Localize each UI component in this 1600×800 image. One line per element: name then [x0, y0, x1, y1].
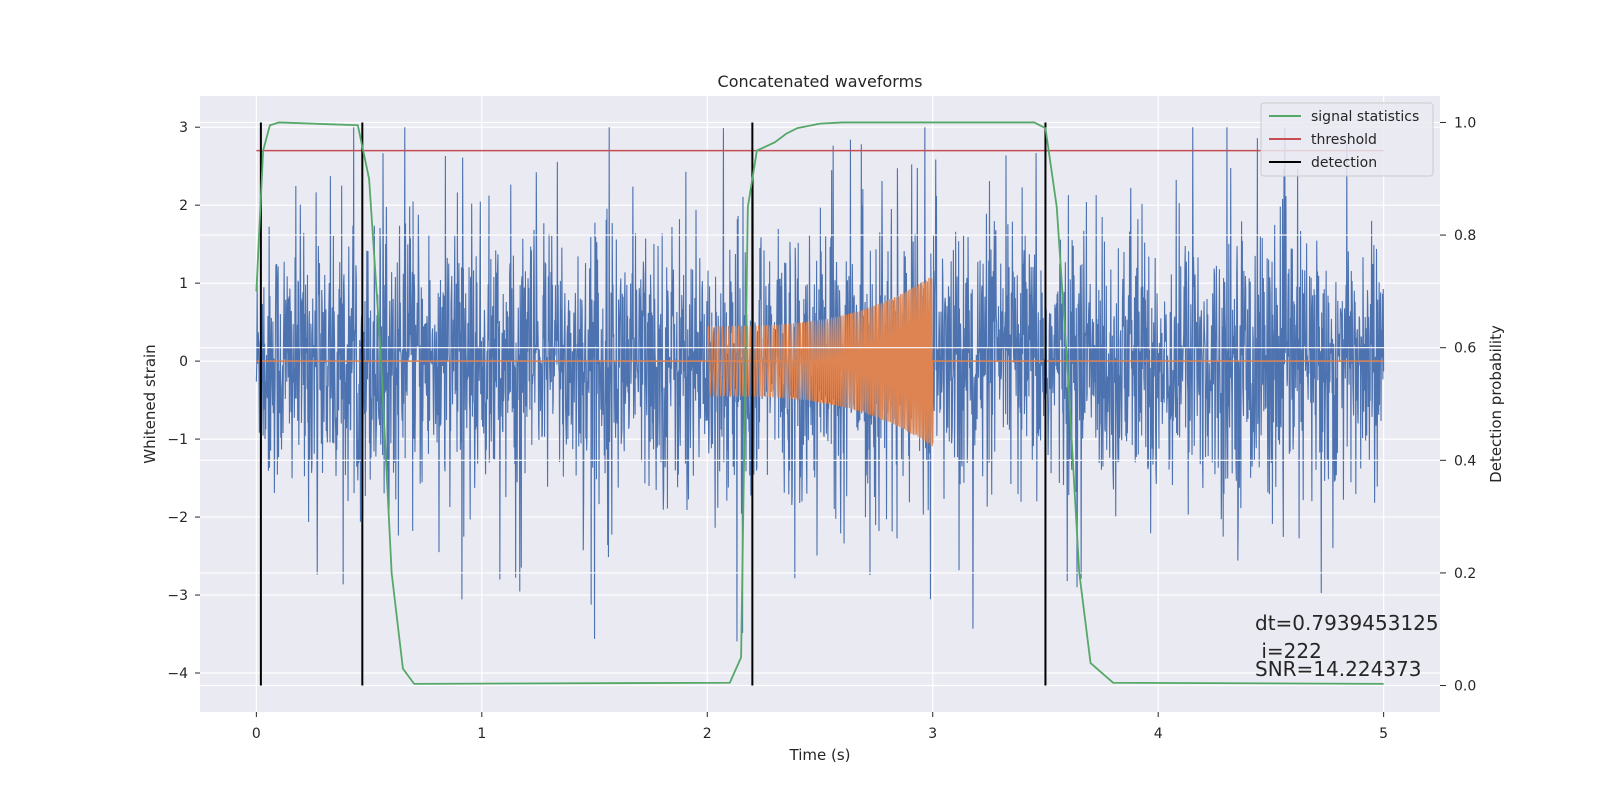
right-y-axis-ticks: 0.0 0.2 0.4 0.6 0.8 1.0: [1440, 115, 1476, 695]
x-tick-label: 5: [1379, 726, 1388, 742]
x-tick-label: 2: [703, 726, 712, 742]
x-tick-label: 3: [928, 726, 937, 742]
y-tick-label: −2: [167, 510, 188, 526]
right-y-tick-label: 1.0: [1454, 115, 1476, 131]
legend-signal-statistics-label: signal statistics: [1311, 109, 1419, 125]
y-tick-label: −4: [167, 666, 188, 682]
right-y-tick-label: 0.8: [1454, 228, 1476, 244]
detection-lines: [259, 122, 1047, 686]
signal-statistics-line: [255, 121, 1384, 685]
right-y-tick-label: 0.6: [1454, 341, 1476, 357]
annotation-snr: SNR=14.224373: [1255, 657, 1421, 681]
x-tick-label: 4: [1154, 726, 1163, 742]
y-axis-label: Whitened strain: [141, 344, 159, 463]
legend-detection-label: detection: [1311, 155, 1377, 171]
legend-box: [1260, 102, 1434, 177]
y-axis-ticks: −4 −3 −2 −1 0 1 2 3: [167, 120, 200, 682]
right-y-tick-label: 0.4: [1454, 453, 1476, 469]
y-tick-label: −3: [167, 588, 188, 604]
y-tick-label: 3: [179, 120, 188, 136]
x-axis-ticks: 0 1 2 3 4 5: [252, 712, 1388, 742]
legend-threshold-label: threshold: [1311, 132, 1377, 148]
chirp-waveform-line: [706, 277, 934, 447]
legend: signal statistics threshold detection: [1260, 102, 1434, 177]
chart-title: Concatenated waveforms: [718, 72, 923, 91]
y-tick-label: 0: [179, 354, 188, 370]
y-tick-label: 1: [179, 276, 188, 292]
right-y-tick-label: 0.2: [1454, 566, 1476, 582]
y-tick-label: 2: [179, 198, 188, 214]
x-tick-label: 0: [252, 726, 261, 742]
right-axis-grid-lines: [200, 121, 1440, 687]
right-y-axis-label: Detection probability: [1487, 325, 1505, 483]
annotation-index: i=222: [1255, 639, 1322, 663]
x-axis-label: Time (s): [789, 746, 851, 764]
right-y-tick-label: 0.0: [1454, 679, 1476, 695]
y-tick-label: −1: [167, 432, 188, 448]
x-tick-label: 1: [477, 726, 486, 742]
annotation-dt: dt=0.7939453125: [1255, 611, 1439, 635]
